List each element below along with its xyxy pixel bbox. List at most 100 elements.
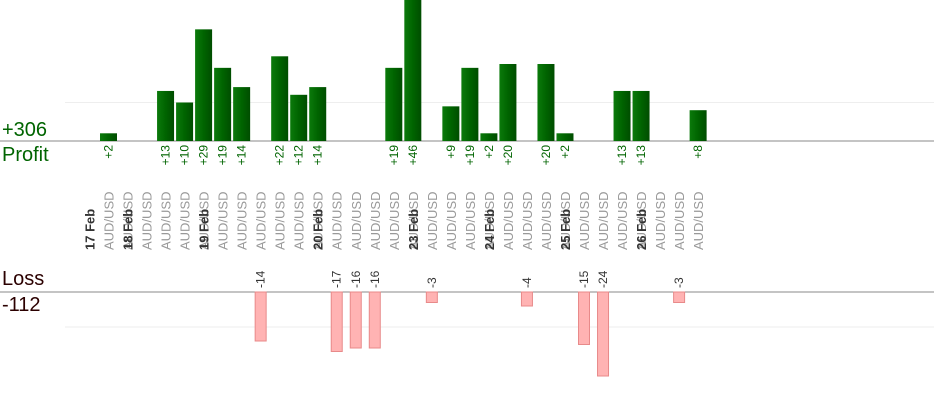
profit-data-label: +12: [292, 145, 306, 166]
pair-tick-label: AUD/USD: [159, 191, 174, 250]
profit-data-label: +20: [501, 145, 515, 166]
loss-data-label: -15: [577, 270, 591, 288]
loss-bar: [578, 291, 590, 345]
pair-tick-label: AUD/USD: [672, 191, 687, 250]
pair-tick-label: AUD/USD: [216, 191, 231, 250]
profit-data-label: +19: [216, 145, 230, 166]
pair-tick-label: AUD/USD: [235, 191, 250, 250]
profit-bar: [613, 90, 631, 141]
profit-bar: [499, 64, 517, 141]
loss-label: Loss: [2, 268, 45, 290]
pair-tick-label: AUD/USD: [653, 191, 668, 250]
pair-tick-label: AUD/USD: [463, 191, 478, 250]
pair-tick-label: AUD/USD: [178, 191, 193, 250]
profit-bar: [214, 67, 232, 141]
date-tick-label: 18 Feb: [121, 209, 136, 250]
profit-bar: [480, 133, 498, 141]
profit-bar: [290, 94, 308, 141]
profit-data-label: +2: [558, 145, 572, 159]
pair-tick-label: AUD/USD: [425, 191, 440, 250]
profit-bar: [556, 133, 574, 141]
pair-tick-label: AUD/USD: [634, 191, 649, 250]
profit-data-label: +8: [691, 145, 705, 159]
loss-data-label: -3: [425, 277, 439, 288]
loss-bar: [673, 291, 686, 303]
pair-tick-label: AUD/USD: [596, 191, 611, 250]
loss-data-label: -3: [672, 277, 686, 288]
pair-tick-label: AUD/USD: [482, 191, 497, 250]
loss-data-label: -14: [254, 270, 268, 288]
profit-bar: [309, 87, 327, 141]
profit-data-label: +10: [178, 145, 192, 166]
profit-bar: [689, 110, 707, 141]
loss-data-label: -16: [368, 270, 382, 288]
pair-tick-label: AUD/USD: [501, 191, 516, 250]
pair-tick-label: AUD/USD: [292, 191, 307, 250]
loss-bar: [330, 291, 343, 352]
loss-data-label: -17: [330, 270, 344, 288]
pair-tick-label: AUD/USD: [140, 191, 155, 250]
pair-tick-label: AUD/USD: [444, 191, 459, 250]
profit-data-label: +14: [235, 145, 249, 166]
pair-tick-label: AUD/USD: [387, 191, 402, 250]
profit-bar: [461, 67, 479, 141]
date-tick-label: 26 Feb: [634, 209, 649, 250]
profit-bar: [233, 87, 251, 141]
profit-bar: [100, 133, 117, 141]
profit-bar: [157, 90, 175, 141]
date-tick-label: 17 Feb: [83, 209, 98, 250]
profit-bar: [404, 0, 422, 141]
profit-data-label: +22: [273, 145, 287, 166]
pair-tick-label: AUD/USD: [197, 191, 212, 250]
profit-data-label: +20: [539, 145, 553, 166]
pair-tick-label: AUD/USD: [558, 191, 573, 250]
loss-bar: [520, 291, 533, 307]
profit-data-label: +19: [463, 145, 477, 166]
pair-tick-label: AUD/USD: [349, 191, 364, 250]
profit-data-label: +14: [311, 145, 325, 166]
date-tick-label: 23 Feb: [406, 209, 421, 250]
bar-layer: [100, 0, 707, 377]
profit-bar: [195, 29, 213, 142]
date-tick-label: 19 Feb: [197, 209, 212, 250]
loss-bar: [597, 291, 610, 377]
profit-bar: [632, 90, 650, 141]
pair-tick-label: AUD/USD: [311, 191, 326, 250]
loss-bar: [425, 291, 438, 303]
pair-tick-label: AUD/USD: [406, 191, 421, 250]
profit-data-label: +13: [159, 145, 173, 166]
pair-tick-label: AUD/USD: [520, 191, 535, 250]
pair-tick-label: AUD/USD: [539, 191, 554, 250]
pair-tick-label: AUD/USD: [330, 191, 345, 250]
profit-data-label: +13: [634, 145, 648, 166]
profit-label: Profit: [2, 144, 49, 166]
date-tick-label: 20 Feb: [311, 209, 326, 250]
profit-data-label: +2: [102, 145, 116, 159]
pair-tick-label: AUD/USD: [615, 191, 630, 250]
loss-total: -112: [2, 294, 41, 316]
profit-bar: [442, 106, 460, 141]
profit-data-label: +46: [406, 145, 420, 166]
profit-data-label: +19: [387, 145, 401, 166]
profit-bar: [537, 64, 555, 141]
date-tick-label: 25 Feb: [558, 209, 573, 250]
profit-bar: [271, 56, 289, 141]
pair-tick-label: AUD/USD: [273, 191, 288, 250]
profit-data-label: +13: [615, 145, 629, 166]
loss-bar: [349, 291, 362, 349]
profit-bar: [385, 67, 403, 141]
loss-bar: [254, 291, 267, 342]
loss-bar: [368, 291, 381, 349]
label-layer: AUD/USD +2 AUD/USD AUD/USD AUD/USD +13 AUD/USD…: [83, 145, 707, 288]
pair-tick-label: AUD/USD: [577, 191, 592, 250]
loss-data-label: -24: [596, 270, 610, 288]
loss-data-label: -4: [520, 277, 534, 288]
pair-tick-label: AUD/USD: [121, 191, 136, 250]
pair-tick-label: AUD/USD: [368, 191, 383, 250]
profit-data-label: +29: [197, 145, 211, 166]
profit-total: +306: [2, 119, 48, 141]
pair-tick-label: AUD/USD: [691, 191, 706, 250]
profit-bar: [176, 102, 194, 141]
profit-data-label: +2: [482, 145, 496, 159]
